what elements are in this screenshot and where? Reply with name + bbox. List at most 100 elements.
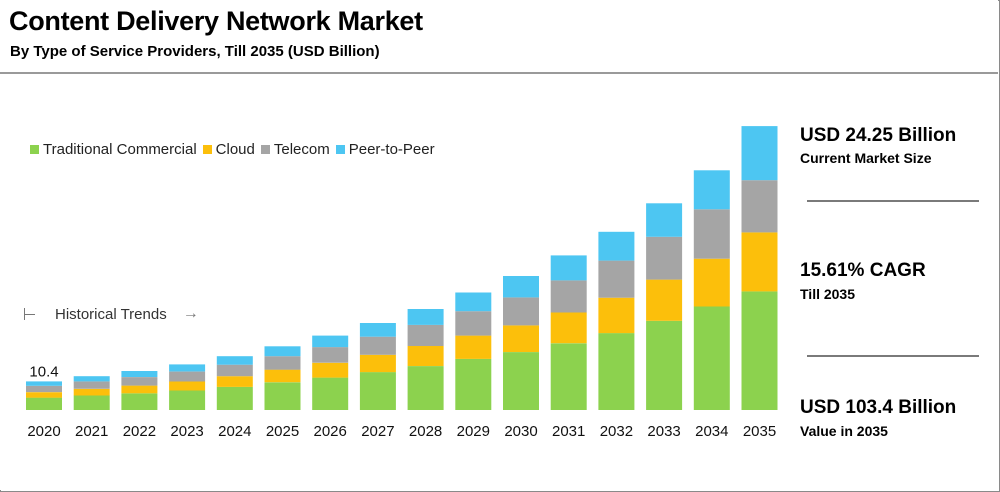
bar-peer-to-peer-2024 — [216, 356, 253, 365]
bar-traditional-commercial-2032 — [598, 333, 635, 410]
legend-item-telecom: Telecom — [260, 141, 330, 158]
x-tick-label-2027: 2027 — [361, 423, 394, 440]
bar-traditional-commercial-2031 — [550, 343, 587, 410]
bar-traditional-commercial-2025 — [264, 382, 301, 410]
bar-peer-to-peer-2033 — [646, 203, 683, 237]
chart-title: Content Delivery Network Market — [9, 6, 423, 36]
bar-peer-to-peer-2020 — [26, 381, 62, 386]
bar-cloud-2020 — [26, 392, 62, 398]
stat-current-market-size-value: USD 24.25 Billion — [800, 125, 957, 146]
bar-peer-to-peer-2035 — [741, 126, 778, 181]
stacked-bar-chart: 2020 10.4 2021 2022 2023 2024 2025 2026 2027 2028… — [26, 126, 778, 440]
x-tick-label-2028: 2028 — [409, 423, 442, 440]
bar-peer-to-peer-2022 — [121, 371, 158, 377]
bar-telecom-2021 — [73, 381, 110, 389]
bar-cloud-2030 — [503, 325, 539, 352]
bar-telecom-2026 — [312, 347, 349, 363]
bar-cloud-2035 — [741, 232, 778, 292]
stat-separator — [807, 200, 979, 202]
legend: Traditional Commercial Cloud Telecom Pee… — [30, 141, 441, 158]
bar-cloud-2022 — [121, 385, 158, 394]
stat-separator — [807, 355, 979, 357]
bar-traditional-commercial-2029 — [455, 358, 492, 410]
bar-traditional-commercial-2035 — [741, 291, 778, 410]
stat-2035-label: Value in 2035 — [800, 423, 888, 439]
x-tick-label-2029: 2029 — [457, 423, 490, 440]
bar-traditional-commercial-2022 — [121, 393, 158, 410]
bar-traditional-commercial-2023 — [169, 390, 206, 410]
chart-body — [0, 74, 998, 490]
bar-telecom-2024 — [216, 364, 253, 377]
x-tick-label-2033: 2033 — [647, 423, 680, 440]
x-tick-label-2026: 2026 — [314, 423, 347, 440]
bar-telecom-2030 — [503, 297, 539, 326]
bar-peer-to-peer-2034 — [693, 170, 730, 210]
bar-cloud-2026 — [312, 362, 349, 378]
historical-trends-label: Historical Trends — [55, 305, 167, 323]
x-tick-label-2031: 2031 — [552, 423, 585, 440]
bar-traditional-commercial-2033 — [646, 320, 683, 410]
legend-item-peer-to-peer: Peer-to-Peer — [335, 141, 435, 158]
stat-cagr-label: Till 2035 — [800, 286, 856, 302]
stat-2035-value: USD 103.4 Billion — [800, 397, 957, 418]
bar-traditional-commercial-2028 — [407, 366, 444, 410]
bar-peer-to-peer-2023 — [169, 364, 206, 372]
bar-telecom-2022 — [121, 377, 158, 386]
legend-item-traditional-commercial: Traditional Commercial — [30, 141, 197, 158]
x-tick-label-2021: 2021 — [75, 423, 108, 440]
x-tick-label-2025: 2025 — [266, 423, 299, 440]
x-tick-label-2022: 2022 — [123, 423, 156, 440]
bar-telecom-2025 — [264, 356, 301, 370]
x-tick-label-2035: 2035 — [743, 423, 776, 440]
bar-peer-to-peer-2031 — [550, 255, 587, 281]
bar-telecom-2031 — [550, 280, 587, 313]
bar-traditional-commercial-2021 — [73, 395, 110, 410]
bar-traditional-commercial-2026 — [312, 377, 349, 410]
bar-cloud-2033 — [646, 279, 683, 321]
bar-peer-to-peer-2029 — [455, 292, 492, 312]
bar-cloud-2027 — [359, 354, 396, 373]
bar-peer-to-peer-2026 — [312, 335, 349, 348]
bar-telecom-2035 — [741, 180, 778, 233]
bar-telecom-2029 — [455, 311, 492, 336]
bar-telecom-2032 — [598, 260, 635, 298]
bar-telecom-2020 — [26, 385, 62, 393]
bar-traditional-commercial-2030 — [503, 352, 539, 410]
stat-current-market-size-label: Current Market Size — [800, 150, 932, 166]
legend-swatch-peer-to-peer — [335, 145, 345, 154]
stat-cagr-value: 15.61% CAGR — [800, 260, 926, 281]
chart-header: Content Delivery Network Market By Type … — [0, 0, 998, 74]
bar-peer-to-peer-2027 — [359, 323, 396, 337]
legend-label-cloud: Cloud — [215, 141, 255, 158]
bar-cloud-2025 — [264, 369, 301, 383]
bar-telecom-2033 — [646, 236, 683, 280]
legend-label-traditional-commercial: Traditional Commercial — [43, 141, 197, 158]
x-tick-label-2023: 2023 — [170, 423, 203, 440]
bar-cloud-2028 — [407, 346, 444, 366]
bar-traditional-commercial-2020 — [26, 397, 62, 410]
bar-peer-to-peer-2021 — [73, 376, 110, 382]
x-tick-label-2034: 2034 — [695, 423, 728, 440]
bar-traditional-commercial-2027 — [359, 372, 396, 410]
legend-item-cloud: Cloud — [202, 141, 255, 158]
bar-cloud-2032 — [598, 297, 635, 334]
bar-cloud-2023 — [169, 381, 206, 391]
data-label-2020: 10.4 — [29, 363, 58, 380]
legend-label-peer-to-peer: Peer-to-Peer — [348, 141, 435, 158]
bar-telecom-2034 — [693, 209, 730, 259]
right-arrow-icon: → — [182, 305, 199, 322]
bar-telecom-2028 — [407, 324, 444, 346]
bar-telecom-2027 — [359, 336, 396, 355]
x-tick-label-2024: 2024 — [218, 423, 251, 440]
bar-telecom-2023 — [169, 371, 206, 382]
bar-cloud-2029 — [455, 335, 492, 359]
bar-cloud-2034 — [693, 258, 730, 307]
bar-peer-to-peer-2028 — [407, 309, 444, 325]
x-tick-label-2030: 2030 — [504, 423, 537, 440]
bar-traditional-commercial-2024 — [216, 386, 253, 410]
bar-cloud-2021 — [73, 388, 110, 396]
bar-cloud-2031 — [550, 312, 587, 344]
legend-label-telecom: Telecom — [273, 141, 330, 158]
x-tick-label-2032: 2032 — [600, 423, 633, 440]
legend-swatch-traditional-commercial — [30, 145, 39, 154]
